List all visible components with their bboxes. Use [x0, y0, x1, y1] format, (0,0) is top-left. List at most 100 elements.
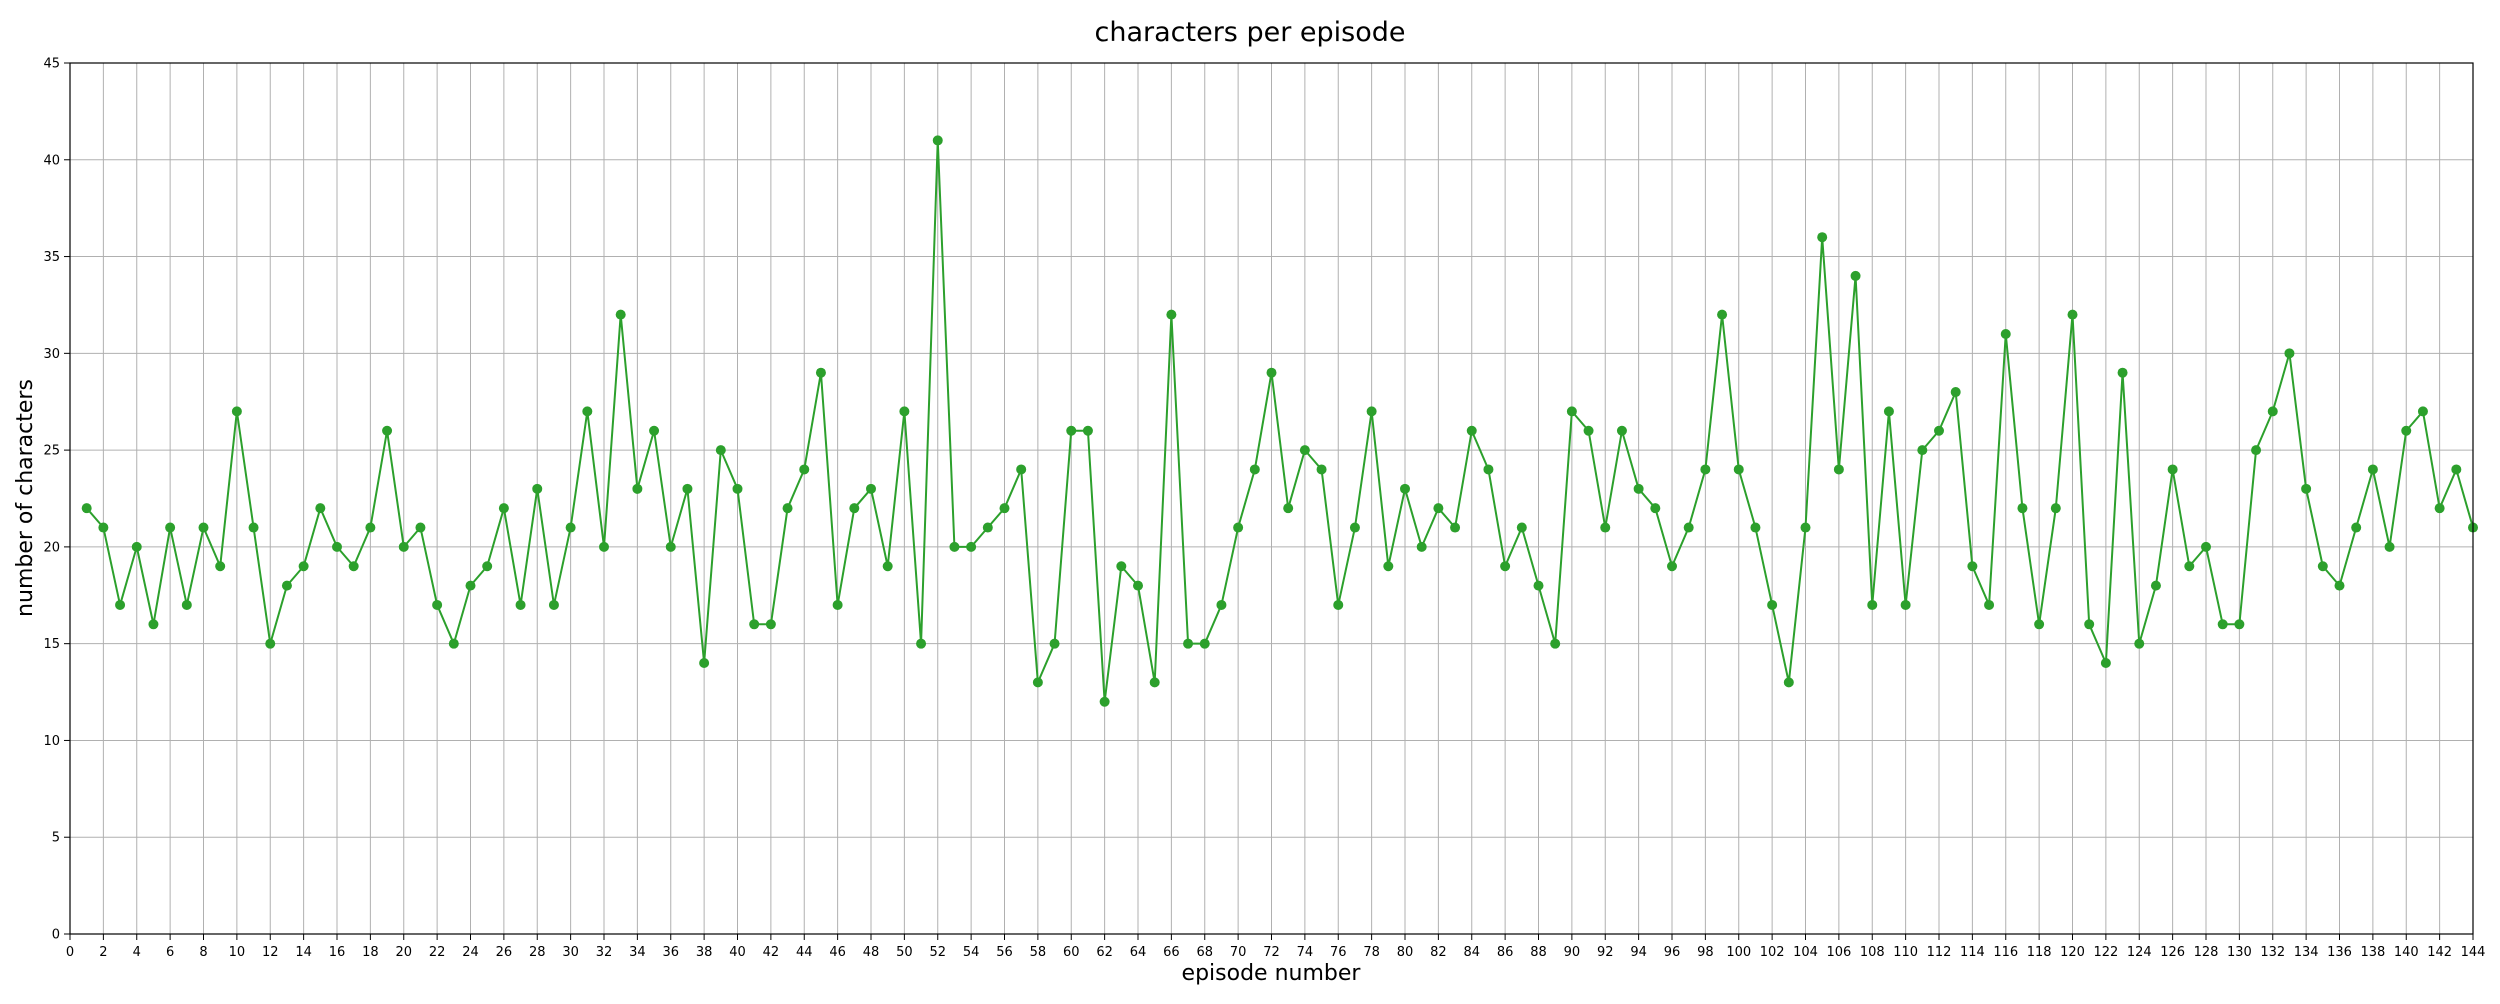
x-tick-label: 72: [1263, 945, 1280, 960]
data-point: [899, 406, 910, 417]
x-tick-label: 10: [229, 945, 246, 960]
data-point: [2000, 328, 2011, 339]
x-tick-label: 80: [1397, 945, 1414, 960]
y-tick-label: 0: [52, 928, 60, 943]
data-point: [1700, 464, 1711, 475]
data-point: [682, 483, 693, 494]
data-point: [1383, 561, 1394, 572]
data-point: [1633, 483, 1644, 494]
y-tick-label: 25: [43, 444, 60, 459]
x-tick-label: 42: [763, 945, 780, 960]
data-point: [715, 445, 726, 456]
data-point: [415, 522, 426, 533]
x-tick-label: 48: [863, 945, 880, 960]
data-point: [1416, 541, 1427, 552]
x-tick-label: 70: [1230, 945, 1247, 960]
data-point: [1883, 406, 1894, 417]
data-point: [1366, 406, 1377, 417]
data-point: [1667, 561, 1677, 572]
data-point: [849, 503, 860, 514]
series-line: [85, 139, 2474, 703]
x-tick-label: 66: [1163, 945, 1180, 960]
x-tick-label: 38: [696, 945, 713, 960]
data-point: [1683, 522, 1694, 533]
data-point: [1900, 599, 1911, 610]
data-point: [432, 599, 443, 610]
x-tick-label: 140: [2394, 945, 2419, 960]
data-point: [599, 541, 609, 552]
data-point: [131, 541, 142, 552]
data-point: [1433, 503, 1444, 514]
x-tick-label: 34: [629, 945, 646, 960]
data-point: [1099, 696, 1110, 707]
data-point: [582, 406, 593, 417]
data-point: [1616, 425, 1627, 436]
x-tick-label: 62: [1096, 945, 1113, 960]
data-point: [1116, 561, 1127, 572]
data-point: [1984, 599, 1995, 610]
x-tick-label: 46: [829, 945, 846, 960]
x-tick-label: 58: [1030, 945, 1047, 960]
data-point: [1500, 561, 1511, 572]
data-point: [1199, 638, 1210, 649]
x-tick-label: 114: [1960, 945, 1985, 960]
data-point: [2251, 445, 2262, 456]
data-point: [1950, 387, 1961, 398]
x-tick-label: 54: [963, 945, 980, 960]
data-point: [1533, 580, 1544, 591]
data-point: [548, 599, 559, 610]
x-tick-label: 56: [996, 945, 1013, 960]
data-point: [1333, 599, 1344, 610]
x-tick-label: 92: [1597, 945, 1614, 960]
data-point: [649, 425, 660, 436]
data-point: [1400, 483, 1410, 494]
x-tick-label: 22: [429, 945, 446, 960]
data-point: [1133, 580, 1143, 591]
data-point: [1650, 503, 1661, 514]
data-point: [2050, 503, 2061, 514]
data-point: [2034, 619, 2045, 630]
data-point: [932, 135, 943, 146]
data-point: [749, 619, 760, 630]
x-tick-label: 88: [1530, 945, 1547, 960]
data-point: [1833, 464, 1844, 475]
x-tick-label: 68: [1196, 945, 1213, 960]
x-tick-label: 126: [2160, 945, 2185, 960]
data-point: [2367, 464, 2378, 475]
data-point: [2134, 638, 2145, 649]
x-tick-label: 20: [395, 945, 412, 960]
data-point: [98, 522, 109, 533]
data-point: [765, 619, 776, 630]
x-tick-label: 64: [1130, 945, 1147, 960]
data-point: [1967, 561, 1978, 572]
data-point: [1516, 522, 1527, 533]
data-point: [515, 599, 526, 610]
data-point: [2384, 541, 2395, 552]
data-point: [298, 561, 309, 572]
data-point: [699, 658, 710, 669]
x-tick-label: 60: [1063, 945, 1080, 960]
data-point: [2301, 483, 2312, 494]
data-point: [1183, 638, 1194, 649]
data-point: [498, 503, 509, 514]
data-point: [1783, 677, 1794, 688]
x-tick-label: 32: [596, 945, 613, 960]
y-tick-label: 40: [43, 153, 60, 168]
data-point: [2434, 503, 2445, 514]
data-point: [1600, 522, 1611, 533]
data-point: [2184, 561, 2195, 572]
data-point: [532, 483, 543, 494]
data-point: [1233, 522, 1244, 533]
data-point: [882, 561, 893, 572]
data-point: [1066, 425, 1077, 436]
data-point: [665, 541, 676, 552]
y-tick-label: 5: [52, 831, 60, 846]
data-point: [315, 503, 326, 514]
data-point: [198, 522, 209, 533]
data-point: [1016, 464, 1027, 475]
y-tick-label: 20: [43, 540, 60, 555]
data-point: [281, 580, 292, 591]
data-point: [916, 638, 927, 649]
